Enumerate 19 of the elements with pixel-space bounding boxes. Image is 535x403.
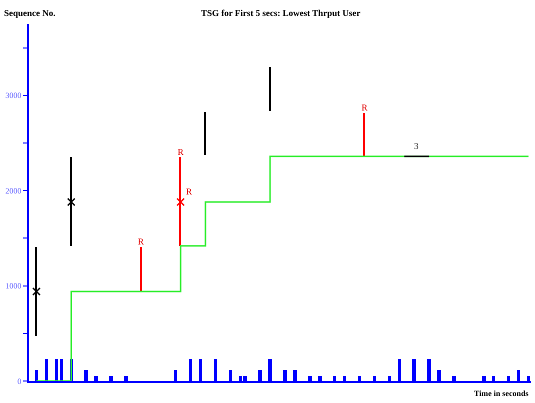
bar: [35, 247, 37, 336]
y-tick-label: 2000: [5, 186, 22, 196]
bar: [204, 112, 206, 155]
y-tick-label: 1000: [5, 282, 22, 291]
series-label: 3: [414, 141, 419, 151]
data-label: R: [178, 147, 184, 158]
y-tick-label: 0: [17, 376, 22, 386]
bar: [363, 113, 365, 156]
bar: [140, 247, 142, 292]
data-label: R: [138, 236, 144, 247]
y-axis-title: Sequence No.: [4, 8, 56, 18]
data-label: R: [361, 102, 368, 112]
data-label: R: [186, 186, 192, 196]
x-axis-title: Time in seconds: [474, 389, 529, 398]
bar: [179, 157, 181, 246]
bar: [70, 157, 72, 246]
chart-title: TSG for First 5 secs: Lowest Thrput User: [201, 8, 360, 18]
bar: [269, 67, 271, 111]
y-tick-label: 3000: [5, 91, 22, 100]
